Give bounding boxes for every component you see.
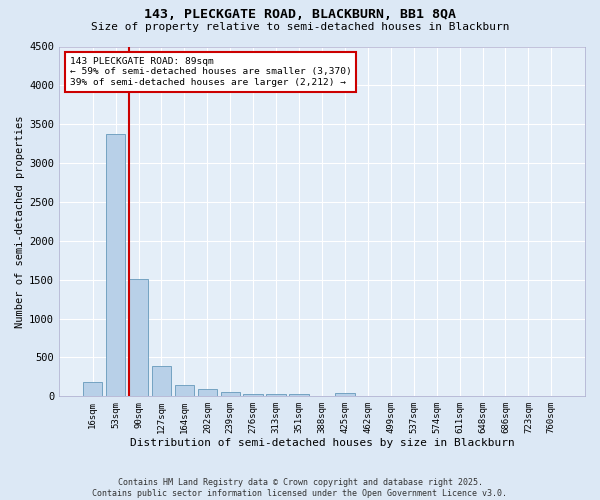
Bar xyxy=(106,134,125,396)
Bar xyxy=(244,394,263,396)
Text: 143, PLECKGATE ROAD, BLACKBURN, BB1 8QA: 143, PLECKGATE ROAD, BLACKBURN, BB1 8QA xyxy=(144,8,456,20)
Bar xyxy=(197,389,217,396)
Bar xyxy=(83,382,103,396)
Text: 143 PLECKGATE ROAD: 89sqm
← 59% of semi-detached houses are smaller (3,370)
39% : 143 PLECKGATE ROAD: 89sqm ← 59% of semi-… xyxy=(70,57,351,87)
Y-axis label: Number of semi-detached properties: Number of semi-detached properties xyxy=(15,115,25,328)
Bar xyxy=(335,392,355,396)
Bar xyxy=(289,394,309,396)
Text: Size of property relative to semi-detached houses in Blackburn: Size of property relative to semi-detach… xyxy=(91,22,509,32)
Bar xyxy=(175,385,194,396)
Bar xyxy=(152,366,171,396)
Bar xyxy=(221,392,240,396)
Bar xyxy=(266,394,286,396)
X-axis label: Distribution of semi-detached houses by size in Blackburn: Distribution of semi-detached houses by … xyxy=(130,438,514,448)
Text: Contains HM Land Registry data © Crown copyright and database right 2025.
Contai: Contains HM Land Registry data © Crown c… xyxy=(92,478,508,498)
Bar xyxy=(129,279,148,396)
